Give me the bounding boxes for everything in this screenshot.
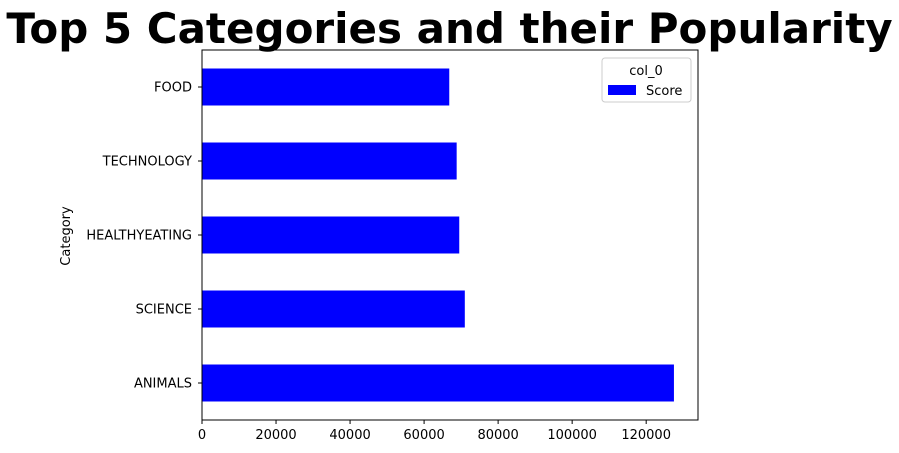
x-tick-label: 0 bbox=[198, 428, 206, 443]
y-axis-label: Category bbox=[59, 206, 74, 266]
legend-swatch-score bbox=[608, 85, 636, 95]
y-tick-label: FOOD bbox=[154, 81, 192, 96]
y-tick-label: SCIENCE bbox=[136, 303, 192, 318]
y-tick-label: TECHNOLOGY bbox=[102, 155, 192, 170]
legend-title: col_0 bbox=[629, 64, 662, 79]
x-tick-label: 40000 bbox=[329, 428, 370, 443]
y-axis-ticks: ANIMALS SCIENCE HEALTHYEATING TECHNOLOGY FOO… bbox=[86, 81, 202, 392]
legend-label-score: Score bbox=[646, 84, 682, 99]
y-tick-label: HEALTHYEATING bbox=[86, 229, 192, 244]
x-tick-label: 120000 bbox=[621, 428, 671, 443]
bar-healthyeating bbox=[202, 216, 460, 254]
bar-technology bbox=[202, 142, 457, 180]
x-tick-label: 80000 bbox=[477, 428, 518, 443]
x-tick-label: 60000 bbox=[403, 428, 444, 443]
bar-food bbox=[202, 68, 450, 106]
plot-frame bbox=[201, 49, 699, 421]
y-tick-label: ANIMALS bbox=[134, 377, 192, 392]
chart-title: Top 5 Categories and their Popularity bbox=[6, 4, 892, 53]
x-axis-ticks: 0 20000 40000 60000 80000 100000 120000 bbox=[198, 420, 671, 443]
x-tick-label: 20000 bbox=[255, 428, 296, 443]
bars-layer bbox=[202, 68, 674, 402]
bar-science bbox=[202, 290, 465, 328]
x-tick-label: 100000 bbox=[547, 428, 597, 443]
bar-animals bbox=[202, 364, 674, 402]
legend: col_0 Score bbox=[601, 57, 692, 103]
